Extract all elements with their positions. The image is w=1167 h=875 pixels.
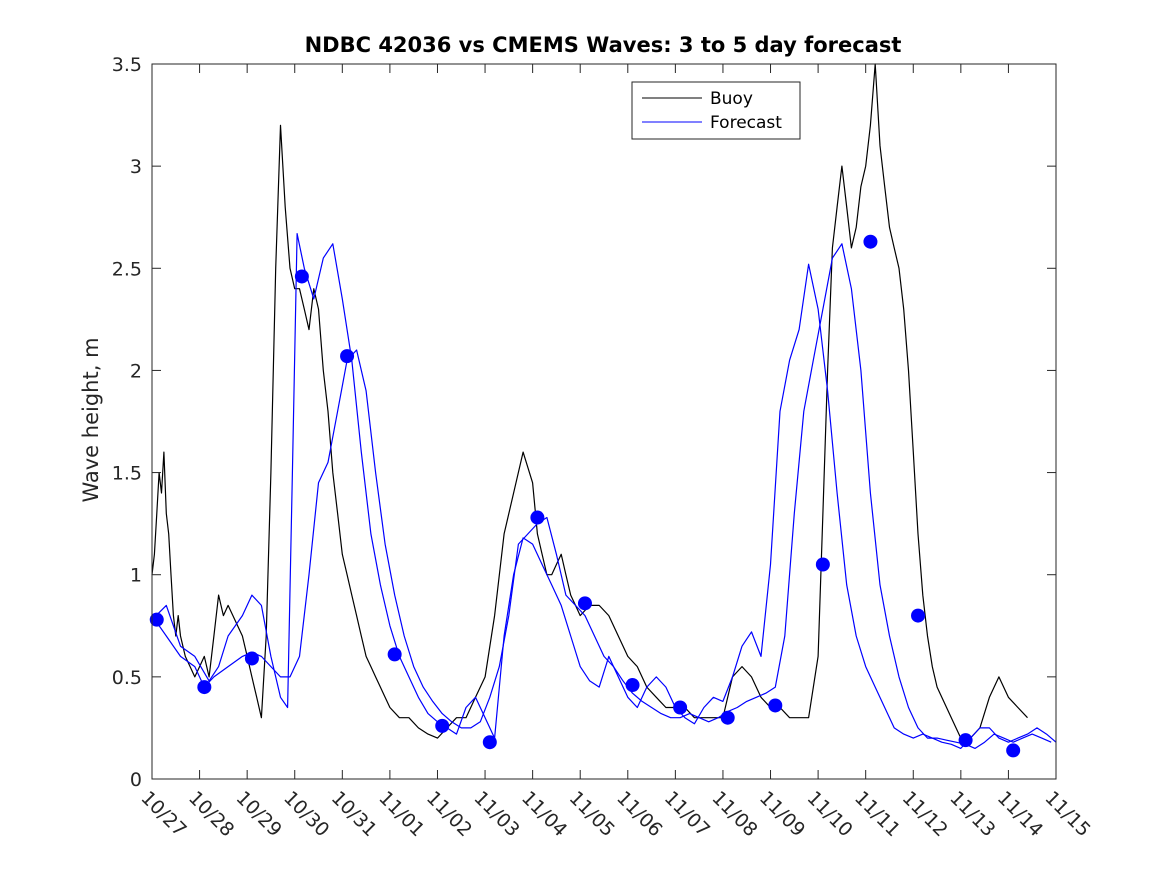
- forecast-marker: [1006, 743, 1021, 758]
- y-tick-label: 1.5: [112, 463, 142, 485]
- series-layer: [151, 63, 1057, 750]
- forecast-marker: [340, 349, 355, 364]
- y-tick-label: 3.5: [112, 54, 142, 76]
- forecast-marker: [482, 735, 497, 750]
- forecast-marker: [577, 596, 592, 611]
- forecast-series-line-1: [151, 233, 1057, 750]
- plot-area: [152, 64, 1056, 779]
- forecast-marker: [958, 733, 973, 748]
- forecast-marker: [720, 710, 735, 725]
- plot-border: [151, 63, 1057, 780]
- y-tick-label: 0: [130, 769, 142, 791]
- y-tick-label: 3: [130, 156, 142, 178]
- forecast-marker: [768, 698, 783, 713]
- legend-label-buoy: Buoy: [710, 89, 753, 109]
- y-tick-label: 1: [130, 565, 142, 587]
- y-tick-label: 2: [130, 360, 142, 382]
- buoy-series-line: [151, 63, 1028, 739]
- forecast-marker: [387, 647, 402, 662]
- forecast-marker: [244, 651, 259, 666]
- forecast-marker: [815, 557, 830, 572]
- y-axis: 0 0.5 1 1.5 2 2.5 3 3.5: [112, 54, 1056, 791]
- forecast-marker: [197, 680, 212, 695]
- forecast-series-line-2: [151, 243, 1052, 750]
- forecast-marker: [149, 612, 164, 627]
- forecast-marker: [530, 510, 545, 525]
- forecast-marker: [294, 269, 309, 284]
- plot-background: [152, 64, 1056, 779]
- y-axis-label: Wave height, m: [79, 337, 103, 502]
- legend: Buoy Forecast: [631, 81, 801, 140]
- chart-title: NDBC 42036 vs CMEMS Waves: 3 to 5 day fo…: [305, 33, 902, 57]
- marker-layer: [149, 234, 1021, 758]
- forecast-marker: [625, 678, 640, 693]
- forecast-marker: [435, 718, 450, 733]
- forecast-marker: [863, 234, 878, 249]
- y-tick-label: 0.5: [112, 667, 142, 689]
- legend-label-forecast: Forecast: [710, 113, 782, 133]
- y-tick-label: 2.5: [112, 258, 142, 280]
- forecast-marker: [911, 608, 926, 623]
- legend-box: [631, 81, 801, 140]
- forecast-marker: [673, 700, 688, 715]
